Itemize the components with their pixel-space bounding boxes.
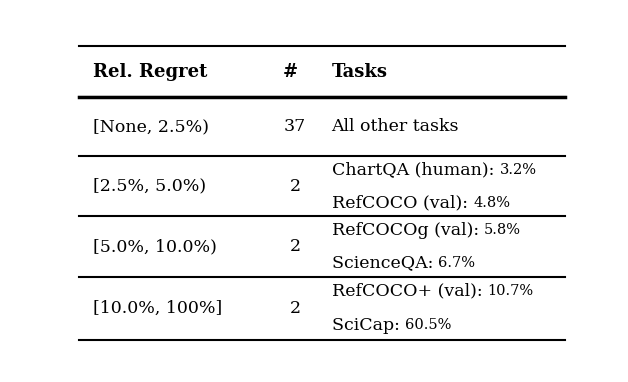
Text: 2: 2: [290, 238, 301, 255]
Text: 2: 2: [290, 300, 301, 317]
Text: RefCOCO+ (val):: RefCOCO+ (val):: [332, 283, 488, 300]
Text: [None, 2.5%): [None, 2.5%): [93, 118, 209, 135]
Text: Rel. Regret: Rel. Regret: [93, 63, 207, 81]
Text: ScienceQA:: ScienceQA:: [332, 254, 438, 271]
Text: 3.2%: 3.2%: [499, 163, 536, 177]
Text: All other tasks: All other tasks: [332, 118, 459, 135]
Text: RefCOCOg (val):: RefCOCOg (val):: [332, 222, 484, 239]
Text: 6.7%: 6.7%: [438, 256, 475, 270]
Text: #: #: [283, 63, 298, 81]
Text: 5.8%: 5.8%: [484, 223, 521, 237]
Text: 2: 2: [290, 178, 301, 195]
Text: 4.8%: 4.8%: [473, 196, 510, 210]
Text: Tasks: Tasks: [332, 63, 387, 81]
Text: RefCOCO (val):: RefCOCO (val):: [332, 194, 473, 211]
Text: 37: 37: [284, 118, 306, 135]
Text: [10.0%, 100%]: [10.0%, 100%]: [93, 300, 222, 317]
Text: SciCap:: SciCap:: [332, 317, 405, 334]
Text: 10.7%: 10.7%: [488, 284, 534, 298]
Text: [2.5%, 5.0%): [2.5%, 5.0%): [93, 178, 206, 195]
Text: [5.0%, 10.0%): [5.0%, 10.0%): [93, 238, 217, 255]
Text: ChartQA (human):: ChartQA (human):: [332, 162, 499, 178]
Text: 60.5%: 60.5%: [405, 319, 452, 332]
